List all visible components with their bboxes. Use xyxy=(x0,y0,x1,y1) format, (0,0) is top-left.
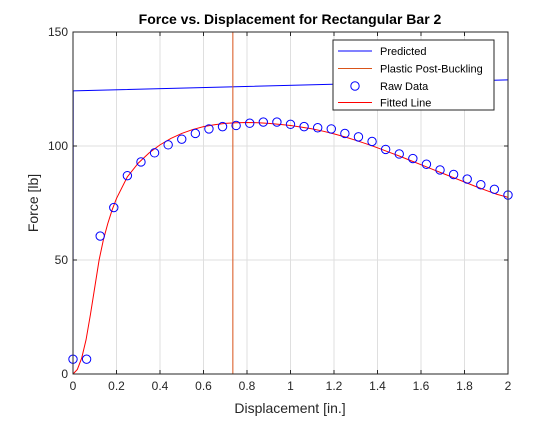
y-axis-label: Force [lb] xyxy=(25,174,41,232)
data-point xyxy=(285,119,296,130)
data-point xyxy=(272,117,282,127)
series-fitted-line xyxy=(72,122,509,375)
legend-label-predicted: Predicted xyxy=(380,46,426,58)
y-tick-label: 100 xyxy=(48,139,68,153)
data-point xyxy=(163,140,173,150)
data-point xyxy=(380,144,391,155)
legend-box xyxy=(332,39,495,111)
data-point xyxy=(299,121,309,132)
data-point xyxy=(326,124,336,134)
data-point xyxy=(462,174,472,184)
x-tick-label: 1.6 xyxy=(413,379,430,393)
y-tick-label: 0 xyxy=(61,367,68,381)
data-point xyxy=(367,136,377,147)
data-point xyxy=(340,128,350,139)
x-tick-label: 0.4 xyxy=(152,379,169,393)
data-point xyxy=(408,153,418,164)
data-point xyxy=(136,157,146,167)
data-point xyxy=(122,170,133,181)
data-point xyxy=(231,120,241,131)
data-point xyxy=(190,128,201,139)
y-tick-label: 150 xyxy=(48,25,68,39)
data-point xyxy=(245,118,255,128)
data-point xyxy=(217,121,228,132)
x-tick-label: 1 xyxy=(287,379,294,393)
data-point xyxy=(489,184,500,195)
legend-swatch-raw-data xyxy=(350,81,360,91)
x-tick-label: 0.8 xyxy=(239,379,256,393)
data-point xyxy=(353,132,364,142)
data-point xyxy=(95,231,105,241)
legend-label-fitted-line: Fitted Line xyxy=(380,98,431,110)
chart-title: Force vs. Displacement for Rectangular B… xyxy=(139,11,442,27)
data-point xyxy=(312,123,323,133)
data-point xyxy=(81,354,92,364)
data-point xyxy=(448,169,459,180)
x-tick-label: 1.4 xyxy=(369,379,386,393)
data-point xyxy=(177,134,187,144)
legend-label-raw-data: Raw Data xyxy=(380,81,429,93)
data-point xyxy=(421,159,432,169)
data-point xyxy=(149,148,160,158)
x-tick-label: 1.2 xyxy=(326,379,343,393)
x-tick-label: 0.6 xyxy=(195,379,212,393)
ticks: 0 0.2 0.4 0.6 0.8 1 1.2 1.4 1.6 1.8 2 0 50 100 150 xyxy=(48,25,512,393)
x-tick-label: 1.8 xyxy=(456,379,473,393)
data-point xyxy=(258,117,269,127)
legend-label-plastic-post-buckling: Plastic Post-Buckling xyxy=(380,64,483,76)
legend: Predicted Plastic Post-Buckling Raw Data… xyxy=(332,39,495,111)
x-tick-label: 0.2 xyxy=(108,379,125,393)
x-tick-label: 2 xyxy=(505,379,512,393)
x-axis-label: Displacement [in.] xyxy=(234,400,345,416)
y-tick-label: 50 xyxy=(55,253,69,267)
x-tick-label: 0 xyxy=(70,379,77,393)
data-point xyxy=(394,149,404,159)
data-point xyxy=(204,124,214,134)
data-point xyxy=(476,180,486,190)
data-point xyxy=(109,202,119,213)
data-point xyxy=(435,165,445,175)
